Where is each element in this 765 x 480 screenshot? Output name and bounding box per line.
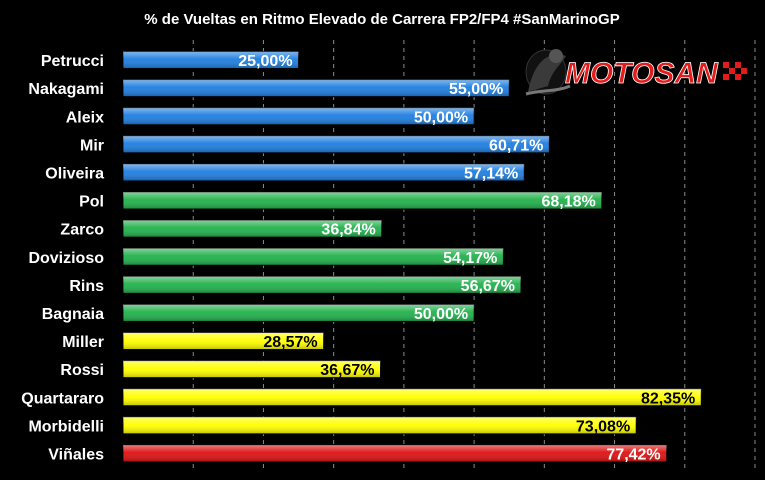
bar-highlight: [123, 220, 382, 238]
category-labels: Petrucci Nakagami Aleix Mir Oliveira Pol Zarco…: [21, 53, 104, 463]
value-label: 25,00%: [238, 53, 292, 70]
value-label: 73,08%: [576, 418, 630, 435]
value-label: 82,35%: [641, 390, 695, 407]
bar-highlight: [123, 107, 475, 125]
category-label: Miller: [62, 334, 104, 351]
category-label: Dovizioso: [28, 250, 104, 267]
bar-highlight: [123, 332, 324, 350]
category-label: Viñales: [48, 446, 104, 463]
bar-highlight: [123, 79, 510, 97]
chart-title: % de Vueltas en Ritmo Elevado de Carrera…: [144, 11, 619, 28]
bar-highlight: [123, 360, 381, 378]
bar-highlight: [123, 192, 602, 210]
category-label: Bagnaia: [42, 306, 104, 323]
bars: [122, 51, 702, 463]
logo-text: MOTOSAN: [565, 57, 719, 90]
motosan-logo: MOTOSAN: [525, 49, 747, 96]
category-label: Nakagami: [28, 81, 104, 98]
value-labels: 25,00% 55,00% 50,00% 60,71% 57,14% 68,18% 36,8…: [238, 53, 695, 463]
value-label: 28,57%: [263, 334, 317, 351]
value-label: 56,67%: [461, 278, 515, 295]
category-label: Quartararo: [21, 390, 104, 407]
bar-highlight: [123, 276, 521, 294]
value-label: 50,00%: [414, 306, 468, 323]
motorcycle-rider-icon: [525, 49, 571, 96]
category-label: Zarco: [60, 222, 104, 239]
bar-highlight: [123, 304, 475, 322]
value-label: 36,67%: [320, 362, 374, 379]
bar-highlight: [123, 51, 299, 69]
bar-highlight: [123, 248, 504, 266]
bar-highlight: [123, 388, 702, 406]
value-label: 50,00%: [414, 109, 468, 126]
value-label: 36,84%: [321, 222, 375, 239]
category-label: Mir: [80, 137, 104, 154]
bar-highlight: [123, 135, 550, 153]
value-label: 54,17%: [443, 250, 497, 267]
category-label: Aleix: [66, 109, 104, 126]
value-label: 77,42%: [606, 446, 660, 463]
value-label: 68,18%: [542, 194, 596, 211]
bar-highlight: [123, 416, 637, 434]
category-label: Pol: [79, 194, 104, 211]
category-label: Petrucci: [41, 53, 104, 70]
category-label: Rins: [69, 278, 104, 295]
value-label: 60,71%: [489, 137, 543, 154]
value-label: 57,14%: [464, 165, 518, 182]
category-label: Rossi: [60, 362, 104, 379]
bar-highlight: [123, 444, 667, 462]
category-label: Morbidelli: [28, 418, 104, 435]
value-label: 55,00%: [449, 81, 503, 98]
bar-highlight: [123, 163, 525, 181]
category-label: Oliveira: [45, 165, 104, 182]
checkered-flag-icon: [723, 62, 747, 80]
